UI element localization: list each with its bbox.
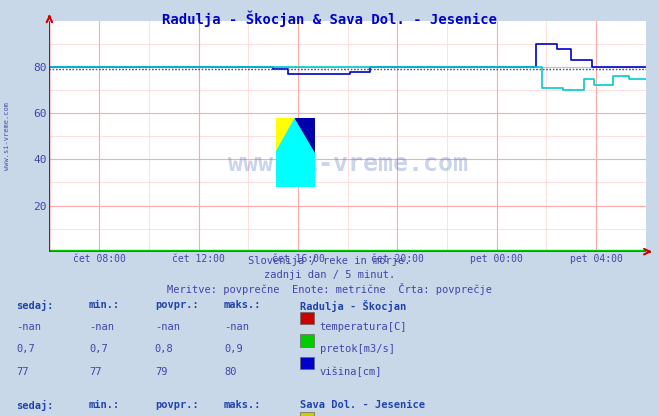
Text: temperatura[C]: temperatura[C] bbox=[320, 322, 407, 332]
Text: -nan: -nan bbox=[16, 322, 42, 332]
Text: 80: 80 bbox=[224, 367, 237, 377]
Text: www.si-vreme.com: www.si-vreme.com bbox=[227, 152, 468, 176]
Text: Sava Dol. - Jesenice: Sava Dol. - Jesenice bbox=[300, 400, 425, 410]
Text: min.:: min.: bbox=[89, 400, 120, 410]
Text: min.:: min.: bbox=[89, 300, 120, 310]
Text: 0,7: 0,7 bbox=[89, 344, 107, 354]
Text: -nan: -nan bbox=[224, 322, 249, 332]
Text: Slovenija / reke in morje.: Slovenija / reke in morje. bbox=[248, 256, 411, 266]
Text: Radulja - Škocjan & Sava Dol. - Jesenice: Radulja - Škocjan & Sava Dol. - Jesenice bbox=[162, 10, 497, 27]
Text: maks.:: maks.: bbox=[224, 300, 262, 310]
Text: povpr.:: povpr.: bbox=[155, 400, 198, 410]
Text: zadnji dan / 5 minut.: zadnji dan / 5 minut. bbox=[264, 270, 395, 280]
Text: 0,8: 0,8 bbox=[155, 344, 173, 354]
Text: sedaj:: sedaj: bbox=[16, 300, 54, 311]
Text: 77: 77 bbox=[16, 367, 29, 377]
Text: 77: 77 bbox=[89, 367, 101, 377]
Text: www.si-vreme.com: www.si-vreme.com bbox=[4, 102, 11, 170]
Text: -nan: -nan bbox=[89, 322, 114, 332]
Text: povpr.:: povpr.: bbox=[155, 300, 198, 310]
Text: višina[cm]: višina[cm] bbox=[320, 367, 382, 377]
Text: -nan: -nan bbox=[155, 322, 180, 332]
Text: Meritve: povprečne  Enote: metrične  Črta: povprečje: Meritve: povprečne Enote: metrične Črta:… bbox=[167, 283, 492, 295]
Text: 0,9: 0,9 bbox=[224, 344, 243, 354]
Polygon shape bbox=[295, 118, 315, 152]
Text: sedaj:: sedaj: bbox=[16, 400, 54, 411]
Text: Radulja - Škocjan: Radulja - Škocjan bbox=[300, 300, 406, 312]
Text: maks.:: maks.: bbox=[224, 400, 262, 410]
Polygon shape bbox=[276, 118, 315, 187]
Text: 79: 79 bbox=[155, 367, 167, 377]
Text: 0,7: 0,7 bbox=[16, 344, 35, 354]
Text: pretok[m3/s]: pretok[m3/s] bbox=[320, 344, 395, 354]
Polygon shape bbox=[276, 118, 295, 152]
